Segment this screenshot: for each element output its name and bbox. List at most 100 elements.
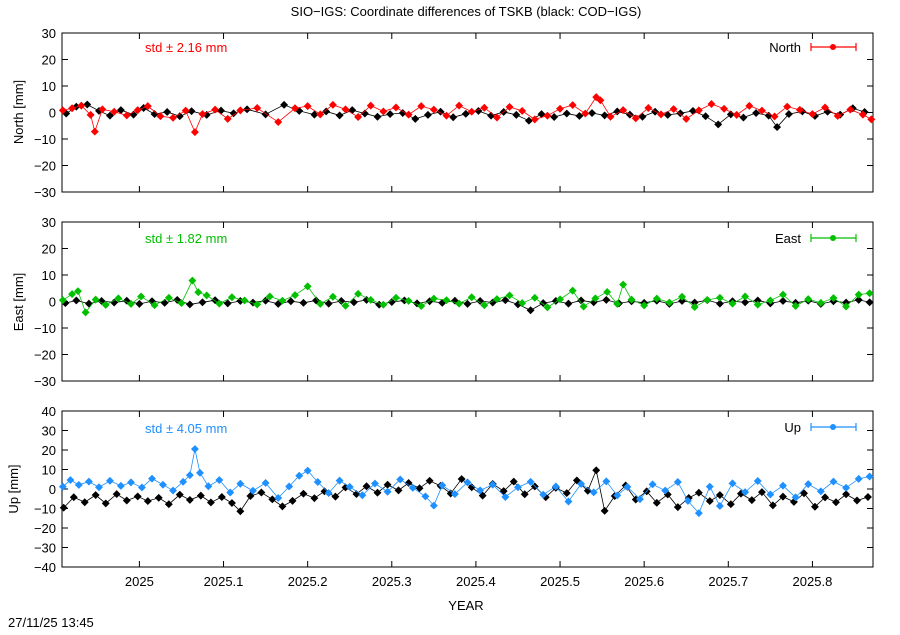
cod-igs-point	[779, 492, 787, 501]
east-point	[291, 291, 299, 300]
east-point	[791, 302, 800, 310]
cod-igs-point	[768, 501, 777, 510]
east-point	[328, 292, 337, 301]
up-point	[741, 488, 750, 497]
cod-igs-point	[784, 110, 793, 119]
up-point	[335, 476, 344, 485]
cod-igs-point	[853, 496, 861, 505]
cod-igs-point	[84, 299, 93, 308]
north-legend-label: North	[769, 40, 801, 55]
up-point	[715, 502, 724, 510]
east-point	[455, 299, 464, 308]
east-point	[842, 302, 851, 311]
x-tick-label: 2025.2	[288, 574, 328, 589]
up-point	[137, 483, 146, 492]
up-point	[450, 490, 459, 499]
cod-igs-point	[739, 113, 748, 122]
x-axis-label: YEAR	[448, 598, 483, 613]
north-point	[417, 102, 426, 111]
up-point	[105, 476, 114, 485]
east-point	[227, 293, 236, 302]
north-point	[455, 101, 464, 110]
up-point	[295, 471, 304, 480]
cod-igs-point	[562, 109, 571, 118]
north-point	[133, 106, 142, 115]
cod-igs-point	[335, 111, 344, 120]
cod-igs-point	[268, 495, 277, 504]
east-point	[194, 288, 203, 297]
y-tick-label: 30	[42, 424, 56, 439]
cod-igs-point	[331, 492, 340, 501]
cod-igs-point	[676, 109, 685, 118]
up-point	[673, 478, 682, 486]
up-point	[215, 476, 224, 484]
legend-dot	[830, 235, 836, 241]
cod-igs-point	[362, 295, 371, 304]
legend-dot	[830, 44, 836, 50]
up-point	[169, 486, 178, 495]
up-point	[249, 486, 257, 495]
east-point	[354, 289, 363, 298]
cod-igs-point	[80, 498, 89, 507]
y-tick-label: −30	[34, 541, 56, 556]
up-point	[526, 477, 535, 486]
cod-igs-point	[229, 109, 238, 118]
east-point	[741, 292, 750, 301]
cod-igs-point	[383, 480, 392, 489]
up-point	[127, 478, 135, 487]
cod-igs-point	[105, 111, 114, 120]
cod-igs-point	[512, 110, 521, 119]
cod-igs-point	[583, 486, 592, 495]
cod-igs-point	[352, 490, 361, 499]
y-tick-label: −10	[34, 502, 56, 517]
east-point	[591, 294, 600, 303]
cod-igs-point	[280, 100, 289, 109]
cod-igs-point	[415, 484, 424, 493]
y-tick-label: −30	[34, 374, 56, 389]
east-point	[665, 298, 674, 307]
y-tick-label: 20	[42, 443, 56, 458]
up-point	[791, 493, 800, 502]
x-tick-label: 2025.1	[204, 574, 244, 589]
east-point	[417, 302, 426, 310]
up-point	[648, 480, 657, 489]
up-point	[285, 482, 294, 491]
cod-igs-point	[550, 113, 559, 121]
up-point	[396, 475, 405, 484]
north-point	[867, 115, 876, 124]
x-tick-label: 2025.3	[372, 574, 412, 589]
x-tick-label: 2025.8	[793, 574, 833, 589]
up-point	[636, 495, 644, 504]
cod-igs-point	[175, 490, 184, 499]
north-point	[619, 106, 628, 115]
up-point	[488, 480, 497, 489]
x-tick-label: 2025.5	[540, 574, 580, 589]
cod-igs-point	[701, 112, 710, 121]
north-point	[110, 107, 119, 116]
north-panel: North [mm] std ± 2.16 mm North 30 20 10 0 −1…	[11, 26, 876, 200]
y-tick-label: 10	[42, 268, 56, 283]
x-tick-label: 2025.7	[708, 574, 748, 589]
east-point	[379, 300, 388, 309]
up-point	[196, 468, 204, 477]
north-point	[694, 106, 703, 115]
east-y-axis: 30 20 10 0 −10 −20 −30	[34, 215, 873, 389]
cod-igs-point	[348, 106, 357, 115]
cod-igs-point	[600, 111, 609, 120]
up-point	[766, 490, 775, 499]
north-point	[198, 110, 207, 119]
east-point	[480, 301, 489, 310]
east-std-label: std ± 1.82 mm	[145, 231, 227, 246]
east-point	[278, 296, 287, 305]
cod-igs-point	[143, 497, 152, 506]
up-point	[429, 501, 438, 510]
east-data-points	[58, 276, 874, 317]
up-point	[476, 486, 485, 495]
east-point	[253, 300, 262, 309]
cod-igs-point	[72, 296, 81, 305]
up-point	[358, 491, 367, 500]
cod-igs-point	[386, 110, 395, 119]
cod-igs-point	[714, 120, 723, 129]
east-point	[215, 299, 224, 308]
